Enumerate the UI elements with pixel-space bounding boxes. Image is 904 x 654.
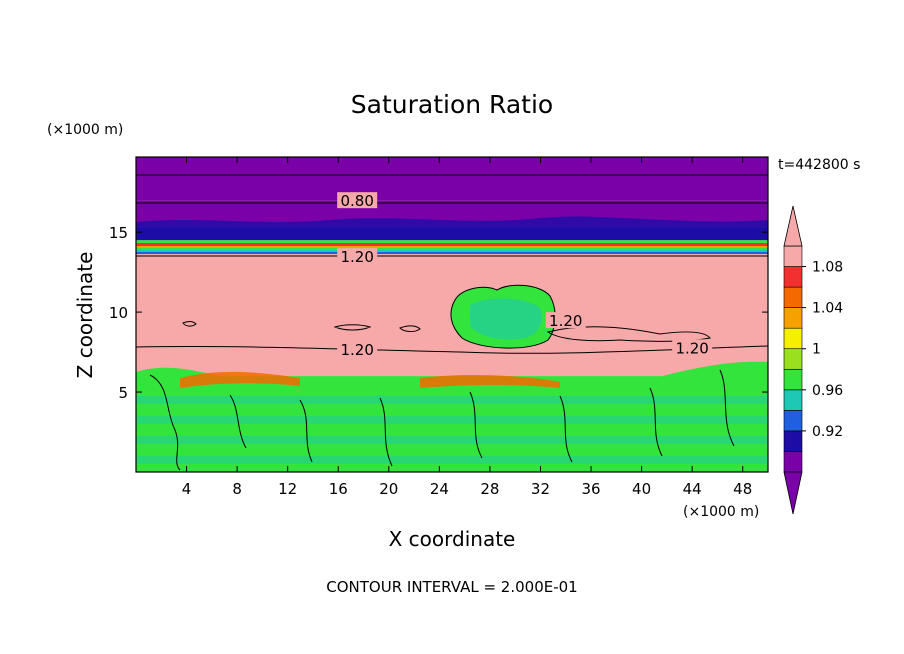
colorbar-label-0: 0.92 <box>812 424 843 440</box>
plot-frame <box>135 156 769 473</box>
contour-label-bg-3 <box>337 340 378 357</box>
colorbar-swatch-6 <box>783 327 803 350</box>
contour-label-bg-1 <box>337 248 378 265</box>
tropopause-band-orange <box>136 246 768 248</box>
tropopause-band-blue <box>136 252 768 254</box>
y-tick-label-0: 5 <box>118 384 128 402</box>
x-tick-label-1: 8 <box>232 480 242 498</box>
colorbar-swatch-3 <box>783 389 803 411</box>
x-tick-label-5: 24 <box>430 480 449 498</box>
x-tick-label-3: 16 <box>329 480 348 498</box>
chart-title: Saturation Ratio <box>351 90 553 119</box>
y-axis-label: Z coordinate <box>73 252 97 379</box>
contour-label-bg-2 <box>545 312 586 329</box>
field-features <box>136 216 768 472</box>
colorbar-swatch-9 <box>783 266 803 288</box>
tropopause-band-green <box>136 248 768 250</box>
contour-label-4: 1.20 <box>675 339 708 357</box>
cloud-cell-core <box>470 298 542 340</box>
colorbar-extend-max <box>783 205 803 247</box>
x-tick-label-6: 28 <box>480 480 499 498</box>
x-tick-label-7: 32 <box>531 480 550 498</box>
contour-1p20-lower <box>136 345 768 354</box>
tropopause-band-red <box>136 243 768 246</box>
contour-label-0: 0.80 <box>340 192 373 210</box>
colorbar-swatch-2 <box>783 410 803 432</box>
y-unit-label: (×1000 m) <box>47 122 123 138</box>
x-tick-label-2: 12 <box>278 480 297 498</box>
x-axis-label: X coordinate <box>389 527 516 551</box>
tropopause-band-cyan <box>136 250 768 252</box>
field-layer-5 <box>136 157 768 201</box>
contour-1p20-mid <box>546 326 711 342</box>
boundary-layer-warm-fringe <box>180 371 560 388</box>
colorbar-swatch-4 <box>783 368 803 391</box>
contour-label-2: 1.20 <box>549 312 582 330</box>
colorbar-swatch-10 <box>783 245 803 267</box>
y-tick-label-2: 15 <box>109 224 128 242</box>
x-tick-label-9: 40 <box>632 480 651 498</box>
boundary-layer-top <box>136 361 768 472</box>
x-tick-label-10: 44 <box>683 480 702 498</box>
contour-interval-footer: CONTOUR INTERVAL = 2.000E-01 <box>326 578 577 596</box>
contour-label-bg-0 <box>337 192 378 209</box>
contour-label-1: 1.20 <box>340 248 373 266</box>
colorbar-swatch-5 <box>783 348 803 370</box>
boundary-layer-contours <box>149 369 735 471</box>
dark-blue-streaks <box>136 216 768 234</box>
x-axis-ticks: 4 8 12 16 20 24 28 32 36 40 44 48 <box>182 157 752 498</box>
colorbar-extend-min <box>783 471 803 515</box>
colorbar-swatch-7 <box>783 307 803 329</box>
colorbar: 0.92 0.96 1 1.04 1.08 <box>783 205 843 515</box>
x-tick-label-4: 20 <box>379 480 398 498</box>
colorbar-swatch-8 <box>783 286 803 308</box>
time-label: t=442800 s <box>778 157 860 173</box>
contour-label-bg-4 <box>672 339 713 356</box>
x-tick-label-11: 48 <box>733 480 752 498</box>
colorbar-label-2: 1 <box>812 342 821 358</box>
x-tick-label-8: 36 <box>581 480 600 498</box>
contour-lines <box>136 174 768 471</box>
contour-labels: 0.80 1.20 1.20 1.20 1.20 <box>337 192 713 359</box>
colorbar-label-3: 1.04 <box>812 301 843 317</box>
y-tick-label-1: 10 <box>109 304 128 322</box>
colorbar-label-1: 0.96 <box>812 383 843 399</box>
colorbar-label-4: 1.08 <box>812 260 843 276</box>
x-unit-label: (×1000 m) <box>683 504 759 520</box>
plot-area: 0.80 1.20 1.20 1.20 1.20 <box>136 157 768 472</box>
x-tick-label-0: 4 <box>182 480 192 498</box>
contour-label-3: 1.20 <box>340 341 373 359</box>
y-axis-ticks: 5 10 15 <box>109 224 768 402</box>
contour-small-blobs <box>182 321 421 332</box>
colorbar-swatch-1 <box>783 430 803 452</box>
boundary-layer-hatch <box>136 396 768 464</box>
colorbar-swatch-0 <box>783 451 803 473</box>
